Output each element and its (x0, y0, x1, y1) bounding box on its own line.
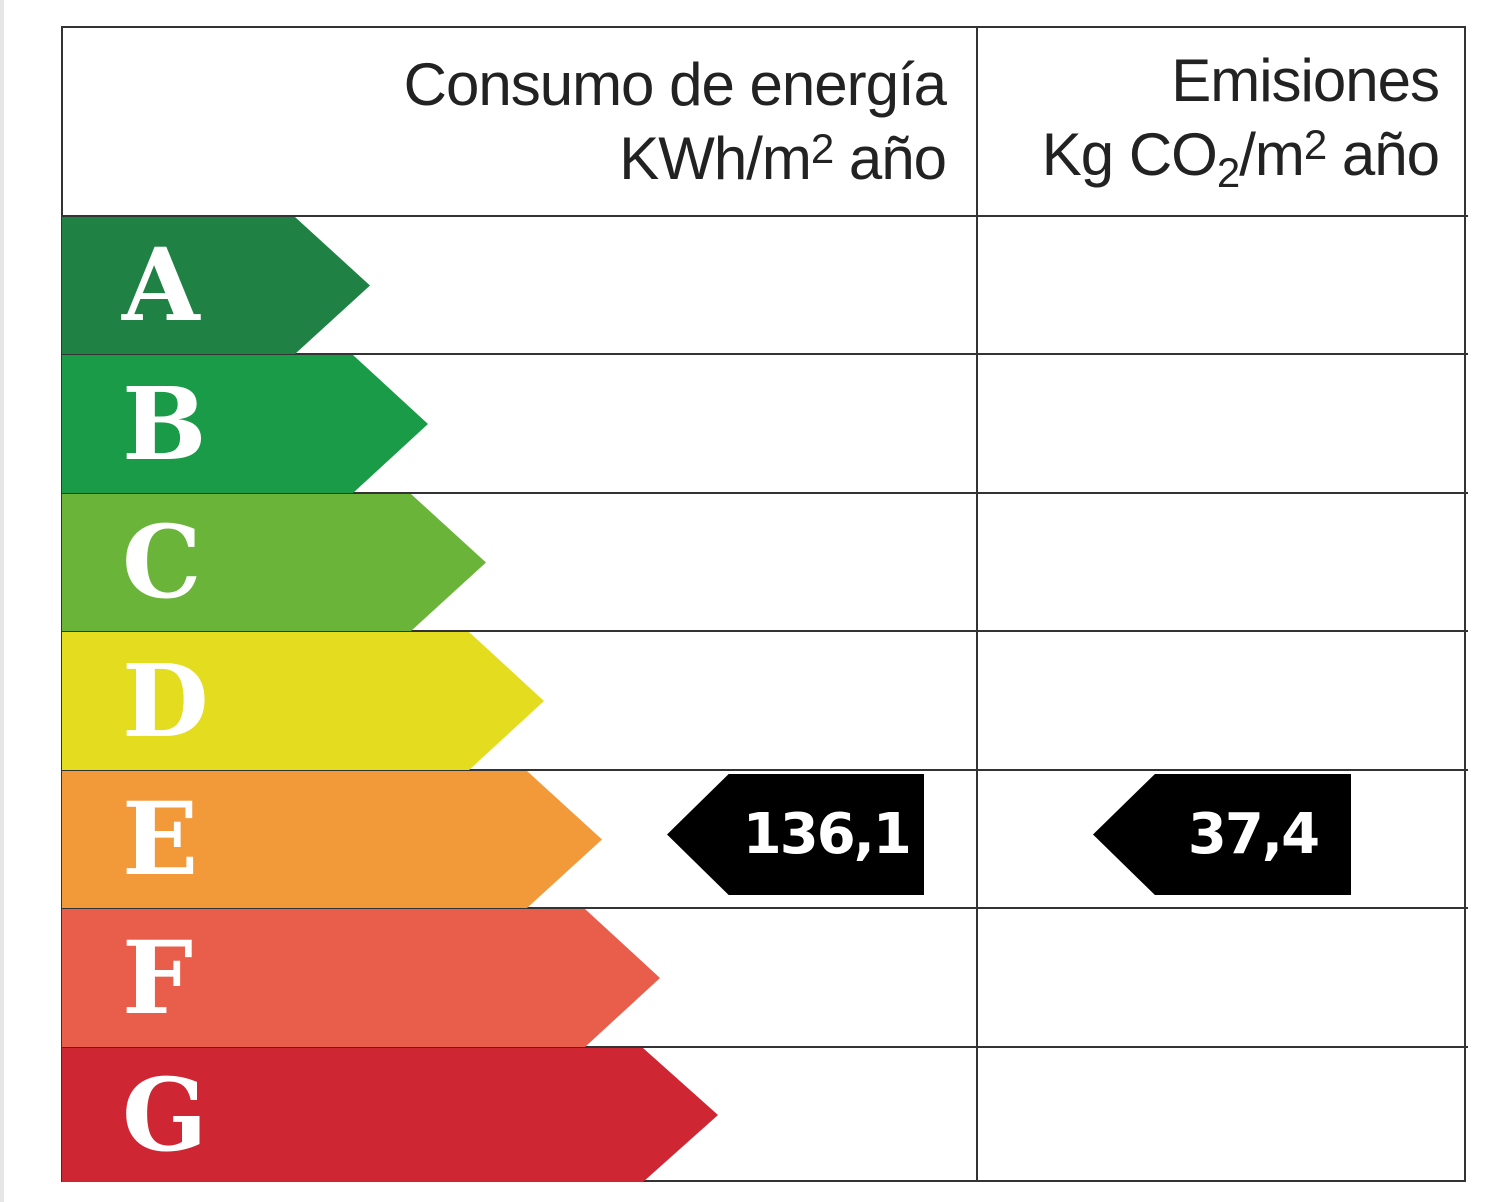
unit-text: KWh/m (619, 125, 812, 192)
energy-value: 136,1 (742, 802, 912, 867)
unit-text: año (833, 125, 947, 192)
emissions-unit: Kg CO2/m2 año (1041, 118, 1440, 194)
class-bar-d: D (62, 632, 544, 770)
class-letter: B (122, 365, 207, 483)
emissions-header: Emisiones Kg CO2/m2 año (1041, 44, 1440, 194)
energy-rating-marker: 136,1 (667, 774, 924, 895)
emissions-title: Emisiones (1171, 47, 1440, 114)
page-edge (0, 0, 4, 1202)
class-letter: D (122, 642, 209, 760)
class-bar-e: E (62, 771, 602, 908)
unit-text: año (1326, 121, 1440, 188)
energy-unit: KWh/m2 año (404, 122, 947, 196)
row-divider (61, 630, 1468, 632)
unit-text: /m (1239, 121, 1305, 188)
row-divider (61, 215, 1468, 217)
class-bar-c: C (62, 494, 486, 631)
emissions-value: 37,4 (1187, 802, 1320, 867)
class-bar-a: A (62, 217, 370, 354)
class-letter: G (122, 1056, 208, 1174)
unit-text: Kg CO (1041, 121, 1218, 188)
class-bar-f: F (62, 909, 660, 1047)
unit-sup: 2 (1303, 121, 1327, 168)
energy-title: Consumo de energía (403, 51, 947, 118)
column-divider (976, 26, 978, 1182)
class-bar-b: B (62, 355, 428, 493)
class-bar-g: G (62, 1048, 718, 1182)
class-letter: E (122, 780, 199, 898)
class-letter: F (122, 919, 193, 1037)
unit-sup: 2 (810, 125, 834, 172)
emissions-rating-marker: 37,4 (1093, 774, 1351, 895)
row-divider (61, 492, 1468, 494)
class-letter: A (122, 226, 200, 344)
row-divider (61, 1046, 1468, 1048)
row-divider (61, 907, 1468, 909)
class-letter: C (122, 503, 202, 621)
unit-sub: 2 (1216, 149, 1240, 196)
row-divider (61, 353, 1468, 355)
row-divider (61, 769, 1468, 771)
energy-header: Consumo de energía KWh/m2 año (403, 48, 947, 196)
